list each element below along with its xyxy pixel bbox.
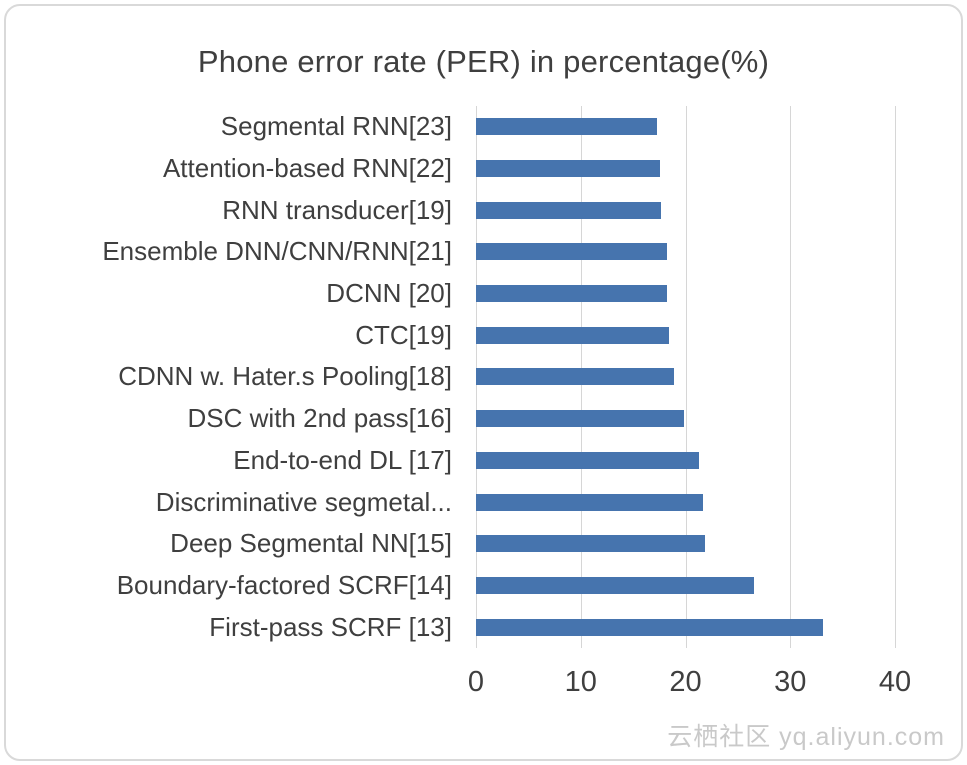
category-label: First-pass SCRF [13] [209,611,452,642]
bar-track [476,481,895,523]
bar [476,326,669,344]
bar [476,118,658,136]
category-label: Ensemble DNN/CNN/RNN[21] [102,236,452,267]
bar [476,285,667,303]
chart-row: Attention-based RNN[22] [36,148,936,190]
bar [476,201,662,219]
chart-row: End-to-end DL [17] [36,440,936,482]
chart-row: RNN transducer[19] [36,189,936,231]
chart-row: Segmental RNN[23] [36,106,936,148]
bar-track [476,189,895,231]
category-label: DCNN [20] [326,278,452,309]
gridline [895,106,896,648]
bar [476,451,700,469]
bar [476,618,823,636]
bar-rows: Segmental RNN[23] Attention-based RNN[22]… [36,106,936,648]
bar-chart: Segmental RNN[23] Attention-based RNN[22]… [36,106,936,714]
x-tick-label: 0 [467,665,485,698]
category-label: CTC[19] [355,319,452,350]
bar-track [476,606,895,648]
category-label: Boundary-factored SCRF[14] [116,569,452,600]
chart-row: CDNN w. Hater.s Pooling[18] [36,356,936,398]
bar [476,160,661,178]
category-label: RNN transducer[19] [222,194,452,225]
bar-track [476,314,895,356]
bar-track [476,148,895,190]
category-label: Segmental RNN[23] [220,111,452,142]
x-tick-label: 10 [564,665,597,698]
bar-track [476,523,895,565]
bar-track [476,273,895,315]
bar [476,410,685,428]
plot-area: Segmental RNN[23] Attention-based RNN[22]… [36,106,936,648]
chart-row: Deep Segmental NN[15] [36,523,936,565]
bar-track [476,106,895,148]
chart-row: Discriminative segmetal... [36,481,936,523]
chart-row: DSC with 2nd pass[16] [36,398,936,440]
x-tick-label: 20 [669,665,702,698]
chart-row: Ensemble DNN/CNN/RNN[21] [36,231,936,273]
gridline [790,106,792,648]
watermark: 云栖社区 yq.aliyun.com [667,723,945,751]
chart-row: First-pass SCRF [13] [36,606,936,648]
bar [476,368,674,386]
x-axis: 0 10 20 30 40 [36,658,936,714]
category-label: End-to-end DL [17] [233,444,452,475]
category-label: Attention-based RNN[22] [162,153,452,184]
category-label: Discriminative segmetal... [155,486,452,517]
category-label: Deep Segmental NN[15] [170,528,452,559]
chart-row: CTC[19] [36,314,936,356]
chart-row: Boundary-factored SCRF[14] [36,565,936,607]
bar-track [476,356,895,398]
chart-card: Phone error rate (PER) in percentage(%) … [4,4,963,761]
bar-track [476,565,895,607]
bar-track [476,440,895,482]
bar-track [476,398,895,440]
bar-track [476,231,895,273]
bar [476,576,754,594]
bar [476,243,667,261]
category-label: DSC with 2nd pass[16] [187,403,452,434]
x-tick-label: 30 [774,665,807,698]
category-label: CDNN w. Hater.s Pooling[18] [118,361,452,392]
x-tick-label: 40 [878,665,912,698]
bar [476,493,704,511]
chart-row: DCNN [20] [36,273,936,315]
bar [476,535,706,553]
gridline [685,106,687,648]
chart-title: Phone error rate (PER) in percentage(%) [197,44,770,79]
